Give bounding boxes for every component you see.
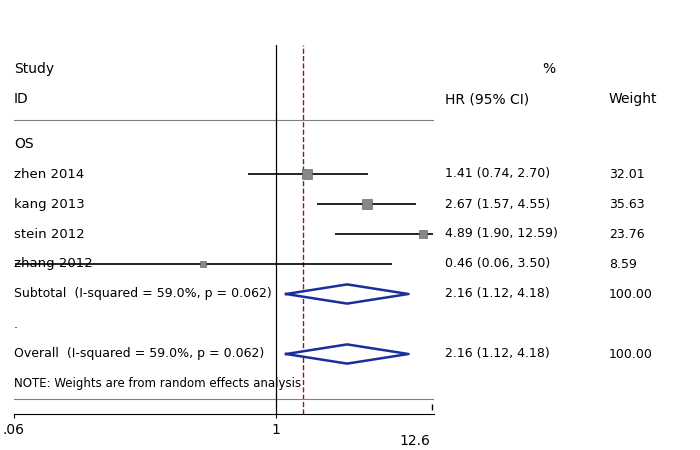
Text: zhen 2014: zhen 2014 [14, 167, 84, 180]
Text: 4.89 (1.90, 12.59): 4.89 (1.90, 12.59) [445, 228, 558, 240]
Polygon shape [286, 344, 409, 364]
Text: Study: Study [14, 62, 54, 76]
Text: .: . [14, 318, 18, 330]
Text: 23.76: 23.76 [609, 228, 645, 240]
Text: zhang 2012: zhang 2012 [14, 257, 92, 270]
Text: Weight: Weight [609, 92, 657, 106]
Text: HR (95% CI): HR (95% CI) [445, 92, 529, 106]
Polygon shape [286, 284, 409, 304]
Text: 2.16 (1.12, 4.18): 2.16 (1.12, 4.18) [445, 288, 550, 301]
Text: Subtotal  (I-squared = 59.0%, p = 0.062): Subtotal (I-squared = 59.0%, p = 0.062) [14, 288, 272, 301]
Text: NOTE: Weights are from random effects analysis: NOTE: Weights are from random effects an… [14, 378, 301, 391]
Text: %: % [542, 62, 556, 76]
Text: ID: ID [14, 92, 29, 106]
Text: Overall  (I-squared = 59.0%, p = 0.062): Overall (I-squared = 59.0%, p = 0.062) [14, 347, 265, 360]
Text: stein 2012: stein 2012 [14, 228, 85, 240]
Text: 1.41 (0.74, 2.70): 1.41 (0.74, 2.70) [445, 167, 550, 180]
Text: 8.59: 8.59 [609, 257, 637, 270]
Text: 12.6: 12.6 [400, 434, 430, 448]
Text: 100.00: 100.00 [609, 288, 653, 301]
Text: 35.63: 35.63 [609, 198, 645, 211]
Text: kang 2013: kang 2013 [14, 198, 85, 211]
Text: 100.00: 100.00 [609, 347, 653, 360]
Text: 0.46 (0.06, 3.50): 0.46 (0.06, 3.50) [445, 257, 550, 270]
Text: 2.16 (1.12, 4.18): 2.16 (1.12, 4.18) [445, 347, 550, 360]
Text: OS: OS [14, 137, 34, 151]
Text: 32.01: 32.01 [609, 167, 645, 180]
Text: 2.67 (1.57, 4.55): 2.67 (1.57, 4.55) [445, 198, 550, 211]
